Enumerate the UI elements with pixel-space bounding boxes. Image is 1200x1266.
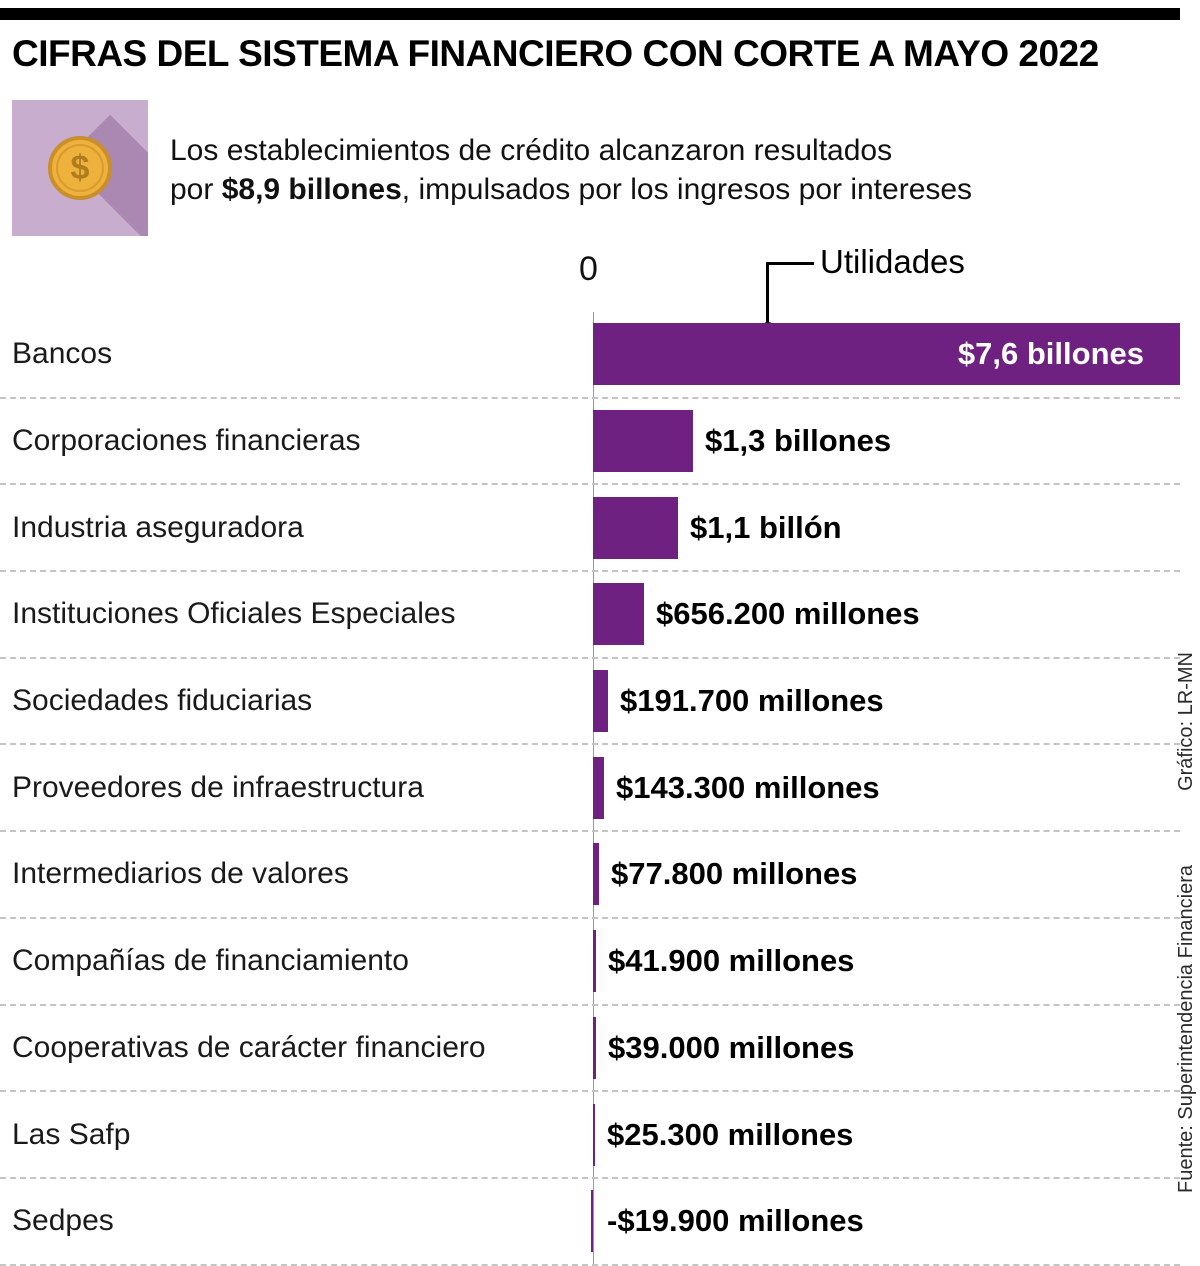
plot-area: $143.300 millones (593, 745, 1160, 830)
category-label: Industria aseguradora (12, 510, 304, 544)
subtitle-line1: Los establecimientos de crédito alcanzar… (170, 134, 893, 167)
bar (593, 843, 599, 906)
bar (593, 496, 678, 559)
category-label: Instituciones Oficiales Especiales (12, 597, 456, 631)
plot-area: $77.800 millones (593, 832, 1160, 917)
subtitle: Los establecimientos de crédito alcanzar… (170, 131, 972, 209)
category-label: Compañías de financiamiento (12, 944, 409, 978)
chart-rows: Bancos $7,6 billones Corporaciones financi… (0, 312, 1180, 1266)
page-title: CIFRAS DEL SISTEMA FINANCIERO CON CORTE … (12, 33, 1099, 74)
value-label: $77.800 millones (611, 856, 858, 892)
plot-area: -$19.900 millones (591, 1179, 1160, 1264)
coin-icon: $ (48, 136, 112, 200)
category-label: Intermediarios de valores (12, 857, 349, 891)
value-label: $25.300 millones (607, 1116, 854, 1152)
series-label: Utilidades (820, 243, 965, 280)
coin-ring: $ (56, 144, 104, 192)
plot-area: $7,6 billones (593, 312, 1180, 397)
dollar-sign: $ (70, 149, 90, 187)
value-label: $191.700 millones (620, 683, 884, 719)
value-label: $143.300 millones (616, 769, 880, 805)
bar-chart: Bancos $7,6 billones Corporaciones financi… (0, 312, 1180, 1266)
category-label: Corporaciones financieras (12, 424, 361, 458)
axis-zero-label: 0 (579, 250, 598, 288)
category-label: Las Safp (12, 1117, 131, 1151)
value-label: $1,3 billones (705, 423, 892, 459)
chart-row: Proveedores de infraestructura $143.300 m… (0, 745, 1180, 833)
bar (593, 1016, 596, 1079)
credit-graphic: Gráfico: LR-MN (1175, 652, 1197, 791)
subtitle-line2-prefix: por (170, 173, 222, 206)
chart-row: Corporaciones financieras $1,3 billones (0, 399, 1180, 486)
subtitle-line2-suffix: , impulsados por los ingresos por intere… (401, 173, 973, 206)
chart-row: Sedpes -$19.900 millones (0, 1179, 1180, 1266)
plot-area: $39.000 millones (593, 1006, 1160, 1091)
value-label: $656.200 millones (656, 596, 920, 632)
value-label: $39.000 millones (608, 1029, 855, 1065)
plot-area: $1,1 billón (593, 485, 1160, 570)
category-label: Sociedades fiduciarias (12, 684, 313, 718)
plot-area: $656.200 millones (593, 572, 1160, 657)
bar (593, 583, 644, 646)
callout-line-vertical (766, 262, 769, 326)
value-label: $41.900 millones (608, 943, 855, 979)
chart-row: Intermediarios de valores $77.800 millone… (0, 832, 1180, 919)
plot-area: $1,3 billones (593, 399, 1160, 484)
subtitle-highlight: $8,9 billones (221, 173, 402, 206)
callout-line-horizontal (766, 262, 814, 265)
top-accent-bar (0, 8, 1180, 20)
bar (593, 670, 608, 733)
value-label: $7,6 billones (957, 336, 1144, 372)
bar (593, 930, 596, 993)
dollar-coin-icon: $ (12, 100, 148, 236)
chart-row: Instituciones Oficiales Especiales $656.2… (0, 572, 1180, 659)
value-label: $1,1 billón (690, 509, 842, 545)
bar (593, 323, 1180, 386)
category-label: Cooperativas de carácter financiero (12, 1030, 486, 1064)
plot-area: $41.900 millones (593, 919, 1160, 1004)
bar (591, 1190, 593, 1253)
chart-row: Compañías de financiamiento $41.900 millo… (0, 919, 1180, 1006)
bar (593, 410, 693, 473)
chart-row: Cooperativas de carácter financiero $39.0… (0, 1006, 1180, 1093)
credit-source: Fuente: Superintendencia Financiera (1175, 865, 1197, 1193)
category-label: Proveedores de infraestructura (12, 770, 424, 804)
category-label: Sedpes (12, 1204, 114, 1238)
category-label: Bancos (12, 337, 113, 371)
bar (593, 1103, 595, 1166)
plot-area: $191.700 millones (593, 659, 1160, 744)
plot-area: $25.300 millones (593, 1092, 1160, 1177)
bar (593, 756, 604, 819)
chart-row: Las Safp $25.300 millones (0, 1092, 1180, 1179)
chart-row: Sociedades fiduciarias $191.700 millones (0, 659, 1180, 746)
value-label: -$19.900 millones (607, 1203, 864, 1239)
chart-row: Industria aseguradora $1,1 billón (0, 485, 1180, 573)
chart-row: Bancos $7,6 billones (0, 312, 1180, 399)
